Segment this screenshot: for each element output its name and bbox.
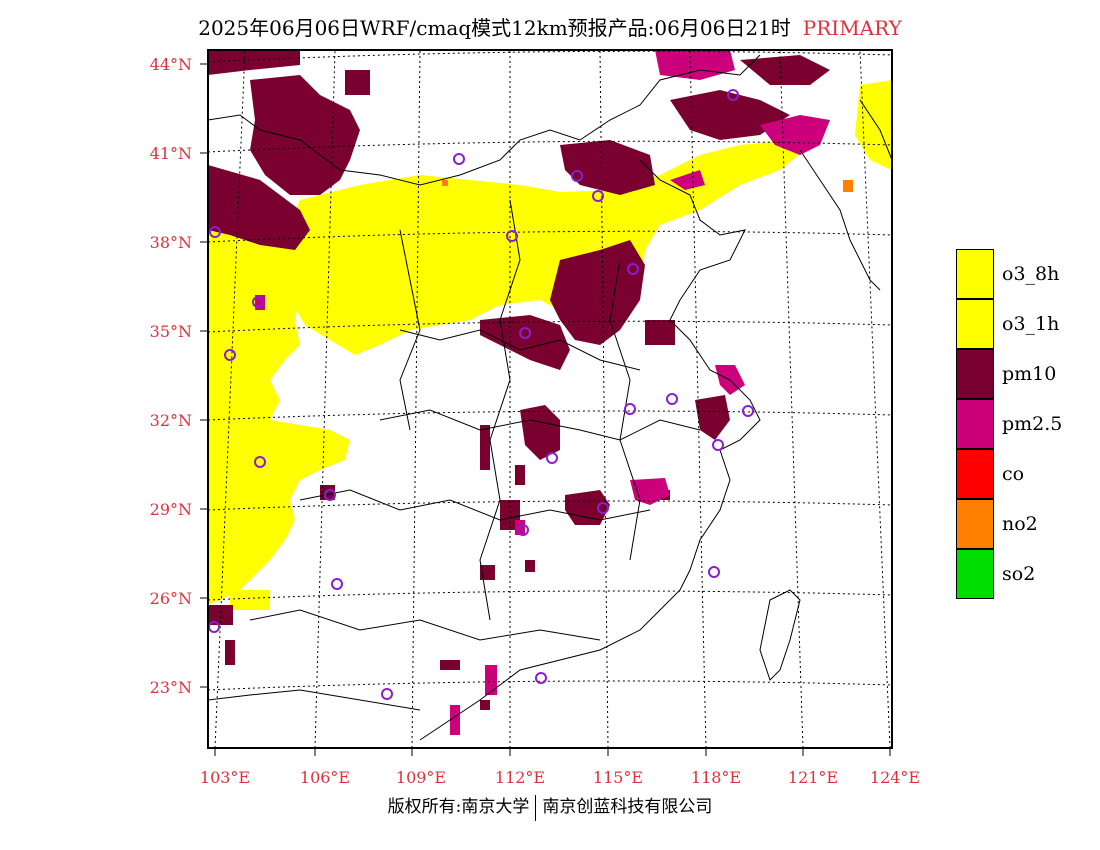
- legend-swatch-o3-8h: [956, 249, 994, 299]
- lat-label-26: 26°N: [150, 589, 192, 608]
- lat-label-29: 29°N: [150, 500, 192, 519]
- pm10-region-jiangxi: [565, 490, 610, 525]
- graticule: [208, 50, 892, 748]
- title-main: 2025年06月06日WRF/cmaq模式12km预报产品:06月06日21时: [198, 16, 791, 40]
- legend-swatch-o3-1h: [956, 299, 994, 349]
- axis-ticks: [200, 63, 891, 756]
- lon-label-106: 106°E: [300, 768, 350, 787]
- pm10-region-jiangsu: [695, 395, 730, 440]
- legend-label-co: co: [1002, 463, 1025, 485]
- legend-swatch-no2: [956, 499, 994, 549]
- legend-swatch-pm25: [956, 399, 994, 449]
- lat-label-44: 44°N: [150, 55, 192, 74]
- pm10-region-hubei: [520, 405, 560, 460]
- legend-label-so2: so2: [1002, 563, 1036, 585]
- no2-spot-northeast: [843, 180, 853, 192]
- pm25-region-north-top: [655, 50, 735, 80]
- o3-region-west-strip: [208, 225, 350, 605]
- legend-label-pm25: pm2.5: [1002, 413, 1063, 435]
- lon-label-115: 115°E: [593, 768, 643, 787]
- latitude-labels: 44°N 41°N 38°N 35°N 32°N 29°N 26°N 23°N: [150, 55, 192, 697]
- lat-label-38: 38°N: [150, 233, 192, 252]
- pm10-region-top-left: [208, 50, 300, 75]
- o3-region-north-belt: [280, 140, 805, 355]
- pm10-region-beijing: [560, 140, 655, 195]
- copyright-university: 版权所有:南京大学: [387, 797, 530, 817]
- legend-label-o3-1h: o3_1h: [1002, 313, 1060, 335]
- pm10-region-northeast-top: [740, 55, 830, 85]
- legend-label-o3-8h: o3_8h: [1002, 263, 1060, 285]
- lat-label-35: 35°N: [150, 322, 192, 341]
- legend-swatch-pm10: [956, 349, 994, 399]
- title-tag: PRIMARY: [802, 16, 902, 40]
- lat-label-41: 41°N: [150, 144, 192, 163]
- pm10-region-hebei-shandong: [550, 240, 645, 345]
- pm10-pollution-regions: [208, 50, 830, 710]
- lat-label-23: 23°N: [150, 678, 192, 697]
- map-title: 2025年06月06日WRF/cmaq模式12km预报产品:06月06日21时 P…: [0, 12, 1100, 41]
- lon-label-103: 103°E: [200, 768, 250, 787]
- lon-label-121: 121°E: [788, 768, 838, 787]
- longitude-labels: 103°E 106°E 109°E 112°E 115°E 118°E 121°…: [200, 768, 920, 787]
- pm10-region-northwest: [208, 165, 310, 250]
- province-boundaries: [208, 54, 892, 741]
- lon-label-112: 112°E: [495, 768, 545, 787]
- lon-label-118: 118°E: [691, 768, 741, 787]
- monitoring-stations: [208, 89, 754, 700]
- copyright-footer: 版权所有:南京大学 南京创蓝科技有限公司: [0, 792, 1100, 821]
- legend-label-pm10: pm10: [1002, 363, 1057, 385]
- copyright-company: 南京创蓝科技有限公司: [542, 797, 713, 817]
- lon-label-109: 109°E: [396, 768, 446, 787]
- pm25-region-tianjin: [670, 170, 705, 190]
- pm25-region-zhejiang: [630, 478, 670, 505]
- pm10-region-liaoning: [670, 90, 790, 140]
- lon-label-124: 124°E: [870, 768, 920, 787]
- legend-label-no2: no2: [1002, 513, 1038, 535]
- copyright-separator: [535, 794, 537, 821]
- legend-swatch-co: [956, 449, 994, 499]
- map-frame: [207, 49, 893, 749]
- pm10-region-henan: [480, 315, 570, 370]
- lat-label-32: 32°N: [150, 411, 192, 430]
- legend-swatch-so2: [956, 549, 994, 599]
- pm25-region-liaoning-coast: [760, 115, 830, 155]
- o3-pollution-regions: [208, 80, 892, 610]
- no2-spot-inner: [442, 180, 448, 186]
